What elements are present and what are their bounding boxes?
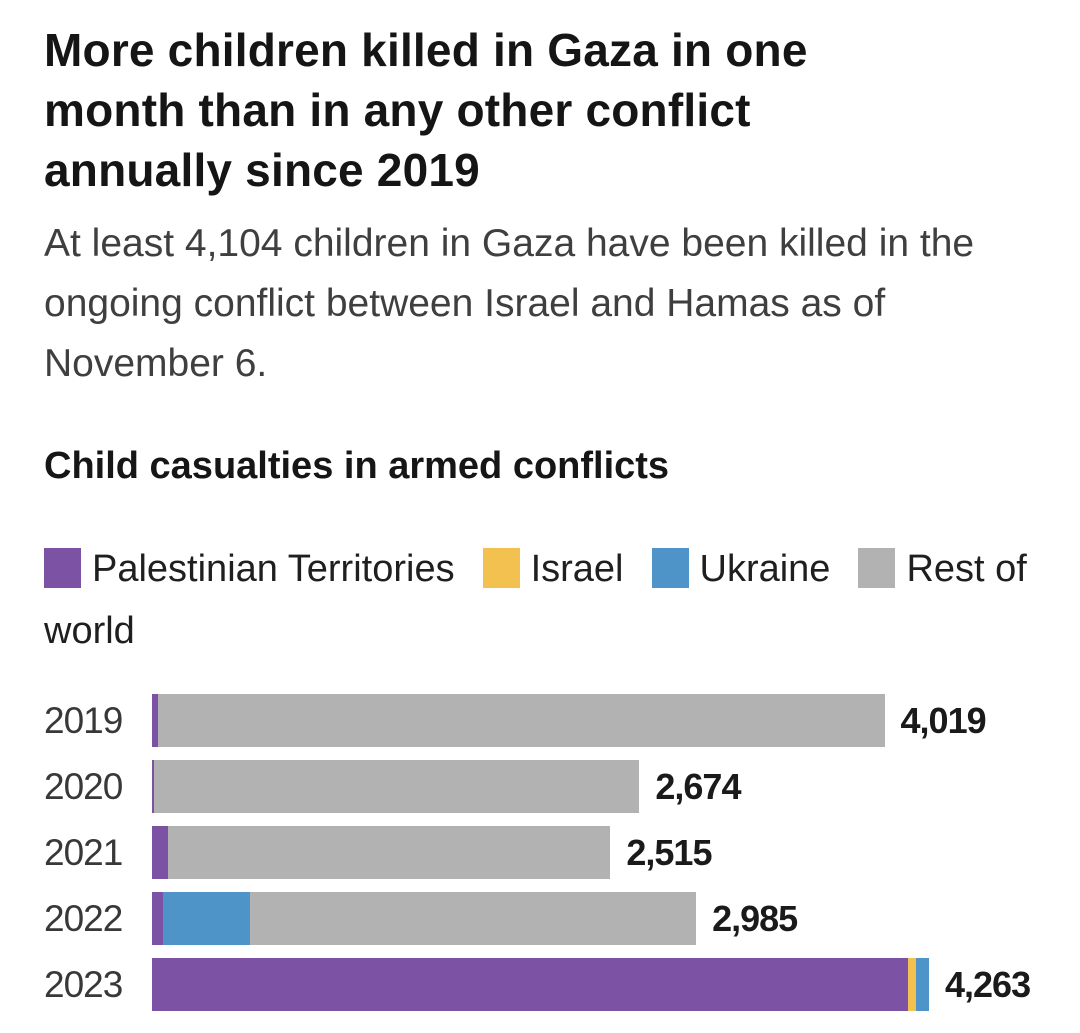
bar-row: 2019 4,019 [44, 694, 1036, 747]
year-label: 2019 [44, 699, 123, 741]
bar-row: 2023 4,263 [44, 958, 1036, 1011]
stacked-bar [152, 760, 640, 813]
value-label: 2,674 [655, 765, 741, 807]
bar-track: 2,674 [152, 760, 1036, 813]
bar-row: 2020 2,674 [44, 760, 1036, 813]
stacked-bar [152, 826, 611, 879]
bar-track: 4,019 [152, 694, 1036, 747]
stacked-bar [152, 958, 929, 1011]
bar-segment [153, 760, 640, 813]
bar-chart: 2019 4,019 2020 2,674 2021 2,515 2022 2,985 2023… [44, 694, 1036, 1011]
bar-segment [152, 694, 159, 747]
value-label: 4,019 [900, 699, 987, 741]
legend-swatch-icon [858, 548, 896, 588]
stacked-bar [152, 694, 885, 747]
chart-description: At least 4,104 children in Gaza have bee… [44, 222, 975, 385]
legend-item: Israel [482, 548, 624, 590]
bar-track: 4,263 [152, 958, 1036, 1011]
year-label: 2021 [44, 831, 123, 873]
legend-swatch-icon [482, 548, 520, 588]
legend: Palestinian Territories Israel Ukraine Rest… [44, 538, 1036, 662]
bar-segment [152, 892, 163, 945]
year-label: 2023 [44, 963, 123, 1005]
stacked-bar [152, 892, 697, 945]
legend-label: Israel [530, 548, 624, 590]
legend-label: Palestinian Territories [92, 548, 455, 590]
legend-item: Rest of world [44, 548, 1027, 652]
bar-row: 2022 2,985 [44, 892, 1036, 945]
year-label: 2022 [44, 897, 123, 939]
value-label: 2,515 [626, 831, 712, 873]
bar-segment [908, 958, 916, 1011]
bar-segment [168, 826, 611, 879]
legend-label: Rest of world [44, 548, 1027, 652]
legend-swatch-icon [651, 548, 689, 588]
legend-swatch-icon [44, 548, 81, 588]
bar-segment [915, 958, 929, 1011]
bar-track: 2,515 [152, 826, 1036, 879]
legend-item: Palestinian Territories [44, 548, 455, 590]
chart-card: More children killed in Gaza in one mont… [0, 20, 1080, 1033]
value-label: 4,263 [945, 963, 1031, 1005]
value-label: 2,985 [712, 897, 798, 939]
legend-label: Ukraine [699, 548, 831, 590]
bar-track: 2,985 [152, 892, 1036, 945]
year-label: 2020 [44, 765, 123, 807]
chart-title: Child casualties in armed conflicts [44, 445, 670, 487]
bar-segment [250, 892, 697, 945]
bar-segment [162, 892, 251, 945]
legend-item: Ukraine [651, 548, 831, 590]
bar-segment [158, 694, 885, 747]
bar-segment [152, 760, 154, 813]
bar-row: 2021 2,515 [44, 826, 1036, 879]
page-title: More children killed in Gaza in one mont… [44, 24, 808, 196]
bar-segment [152, 826, 169, 879]
bar-segment [152, 958, 909, 1011]
